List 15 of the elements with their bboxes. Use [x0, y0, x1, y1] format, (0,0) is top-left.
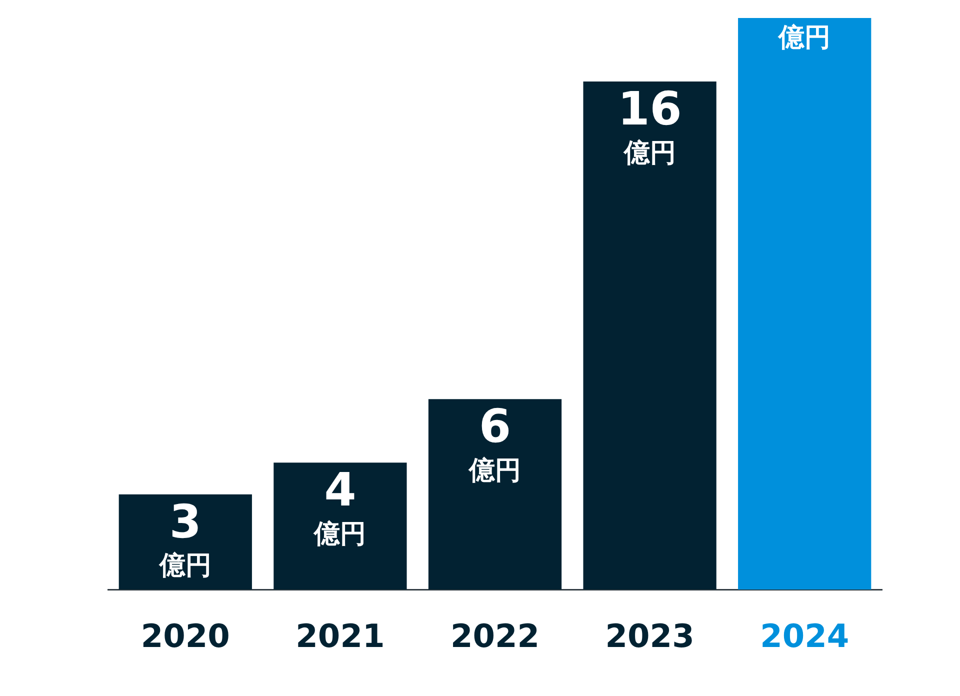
x-tick-label: 2021 — [296, 617, 385, 656]
bar — [274, 462, 407, 590]
x-tick-label: 2023 — [605, 617, 694, 656]
x-tick-label: 2020 — [140, 617, 230, 656]
data-label: 16 億円 — [618, 81, 682, 168]
bar — [118, 494, 252, 590]
data-label: 6 億円 — [468, 399, 521, 486]
bar — [738, 18, 872, 590]
data-label: 4 億円 — [313, 462, 366, 550]
x-tick-label: 2022 — [450, 617, 540, 656]
data-label: 3 億円 — [158, 494, 212, 582]
x-tick-label: 2024 — [760, 617, 850, 656]
bar — [428, 399, 562, 590]
bar — [583, 82, 716, 590]
data-label: 億円 — [778, 22, 831, 53]
